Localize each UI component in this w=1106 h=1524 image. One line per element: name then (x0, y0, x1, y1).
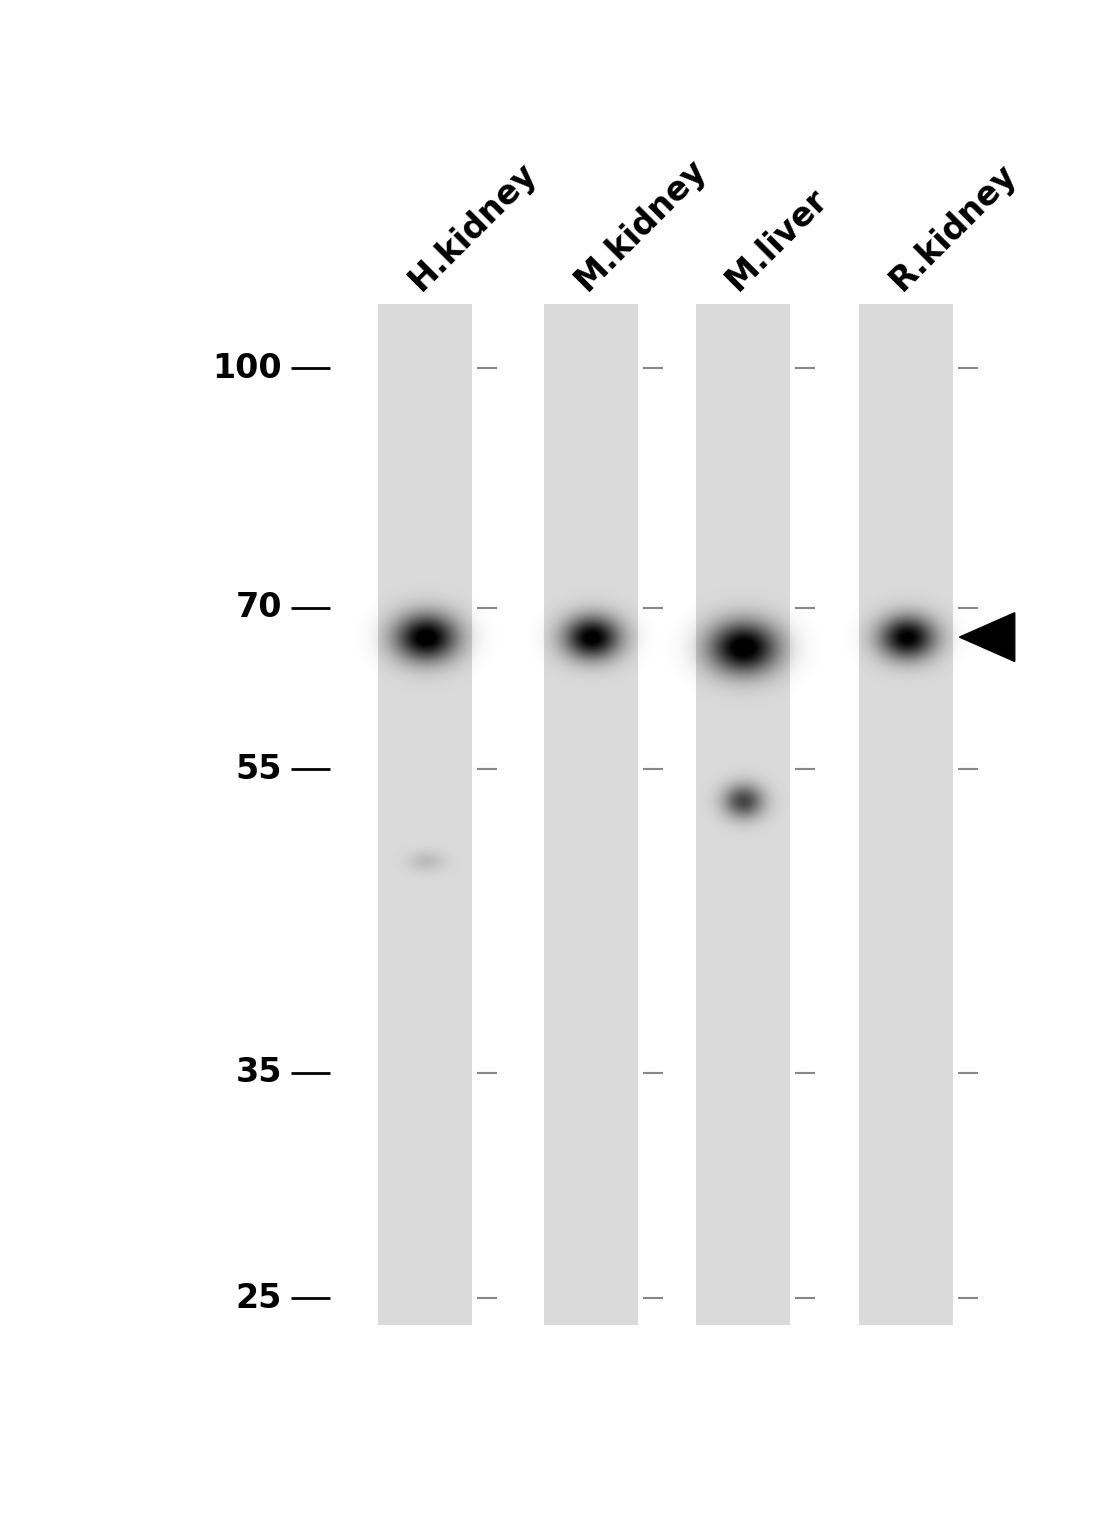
Text: 55: 55 (236, 753, 282, 786)
Text: 35: 35 (236, 1056, 282, 1090)
Text: 100: 100 (212, 352, 282, 386)
Text: M.kidney: M.kidney (568, 152, 713, 297)
Text: 25: 25 (236, 1282, 282, 1315)
Text: H.kidney: H.kidney (403, 157, 543, 297)
Polygon shape (959, 613, 1015, 661)
Text: M.liver: M.liver (720, 183, 835, 297)
Text: R.kidney: R.kidney (884, 157, 1023, 297)
Text: 70: 70 (236, 591, 282, 625)
